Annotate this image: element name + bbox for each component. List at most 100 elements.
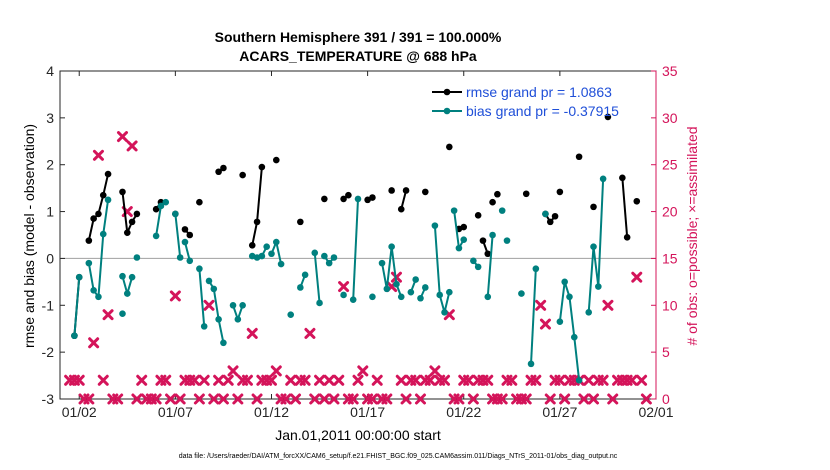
- x-tick-label: 01/12: [254, 404, 289, 420]
- rmse-point: [152, 205, 160, 213]
- bias-point: [455, 244, 463, 252]
- x-tick-label: 01/27: [542, 404, 577, 420]
- obs-count-marker: [323, 374, 335, 386]
- y-tick-right-label: 35: [662, 63, 678, 79]
- bias-line: [73, 277, 81, 336]
- obs-count-marker: [506, 374, 518, 386]
- obs-count-marker: [251, 393, 263, 405]
- bias-point: [570, 333, 578, 341]
- obs-count-marker: [482, 374, 494, 386]
- rmse-point: [340, 195, 347, 203]
- rmse-point: [388, 187, 395, 194]
- bias-point: [152, 232, 160, 240]
- bias-point: [157, 202, 165, 210]
- obs-count-marker: [544, 393, 556, 405]
- obs-count-marker: [160, 374, 172, 386]
- bias-point: [566, 293, 573, 301]
- bias-point: [119, 310, 126, 318]
- obs-count-marker: [578, 393, 590, 405]
- plot-area: 01/02 01/07 01/12 01/17 01/22 01/27 02/01 -3 -2 -…: [42, 63, 678, 420]
- obs-count-marker: [338, 281, 350, 293]
- y-tick-left-label: -2: [42, 344, 55, 360]
- obs-count-marker: [73, 374, 85, 386]
- bias-point: [421, 284, 429, 291]
- rmse-point: [220, 164, 227, 172]
- obs-count-marker: [453, 393, 465, 405]
- obs-count-marker: [640, 393, 652, 405]
- obs-count-marker: [227, 365, 239, 377]
- chart-title-line1: Southern Hemisphere 391 / 391 = 100.000%: [215, 29, 502, 45]
- rmse-point: [551, 212, 559, 220]
- obs-count-marker: [112, 393, 124, 405]
- bias-point: [263, 243, 270, 251]
- bias-point: [450, 207, 458, 214]
- rmse-point: [297, 218, 304, 226]
- x-tick-label: 01/07: [158, 404, 193, 420]
- y-tick-left-label: 1: [46, 204, 54, 220]
- bias-point: [446, 288, 453, 296]
- chart-title-line2: ACARS_TEMPERATURE @ 688 hPa: [239, 48, 477, 64]
- rmse-point: [181, 226, 189, 233]
- rmse-point: [253, 218, 261, 226]
- obs-count-marker: [583, 374, 595, 386]
- bias-point: [599, 175, 607, 183]
- rmse-point: [215, 168, 222, 176]
- obs-count-marker: [246, 327, 258, 339]
- rmse-point: [446, 143, 453, 151]
- obs-count-marker: [102, 309, 114, 321]
- bias-point: [220, 339, 227, 347]
- x-tick-label: 01/22: [446, 404, 481, 420]
- bias-point: [498, 207, 506, 214]
- bias-point: [330, 254, 338, 261]
- bias-point: [229, 301, 237, 309]
- rmse-point: [104, 170, 112, 178]
- y-tick-left-label: -3: [42, 391, 55, 407]
- obs-count-marker: [631, 271, 643, 283]
- obs-count-marker: [299, 374, 311, 386]
- obs-count-marker: [530, 374, 542, 386]
- bias-point: [542, 210, 549, 218]
- bias-point: [503, 237, 511, 244]
- obs-count-marker: [92, 149, 104, 161]
- rmse-point: [123, 229, 131, 236]
- obs-count-marker: [213, 374, 225, 386]
- bias-point: [133, 254, 141, 261]
- y-axis-right-label: # of obs: o=possible; ×=assimilated: [684, 126, 700, 345]
- y-axis-left-label: rmse and bias (model - observation): [21, 124, 37, 348]
- bias-point: [99, 230, 107, 238]
- obs-count-marker: [328, 393, 340, 405]
- rmse-point: [119, 188, 126, 196]
- data-file-footer: data file: /Users/raeder/DAI/ATM_forcXX/…: [179, 453, 618, 460]
- legend-label: bias grand pr = -0.37915: [466, 103, 619, 119]
- bias-point: [407, 288, 415, 296]
- bias-line: [198, 268, 206, 327]
- y-tick-left-label: 0: [46, 250, 54, 266]
- obs-count-marker: [241, 374, 253, 386]
- bias-point: [71, 332, 78, 340]
- rmse-point: [546, 218, 554, 226]
- bias-point: [104, 196, 112, 204]
- obs-count-marker: [520, 393, 532, 405]
- bias-point: [590, 243, 597, 251]
- obs-count-marker: [222, 374, 234, 386]
- bias-line: [486, 234, 494, 297]
- obs-count-marker: [371, 374, 383, 386]
- obs-count-marker: [189, 374, 201, 386]
- obs-count-marker: [174, 393, 186, 405]
- y-tick-left-label: 2: [46, 157, 54, 173]
- bias-point: [234, 316, 242, 323]
- obs-count-marker: [496, 393, 508, 405]
- bias-point: [585, 309, 593, 316]
- bias-line: [530, 268, 537, 364]
- obs-count-marker: [357, 365, 369, 377]
- obs-count-marker: [232, 393, 244, 405]
- obs-count-marker: [97, 374, 109, 386]
- obs-count-marker: [429, 365, 441, 377]
- bias-point: [186, 257, 194, 265]
- bias-point: [268, 250, 275, 258]
- obs-count-marker: [381, 393, 393, 405]
- obs-count-marker: [265, 374, 277, 386]
- bias-point: [301, 271, 309, 279]
- rmse-point: [590, 203, 597, 211]
- bias-point: [378, 259, 386, 267]
